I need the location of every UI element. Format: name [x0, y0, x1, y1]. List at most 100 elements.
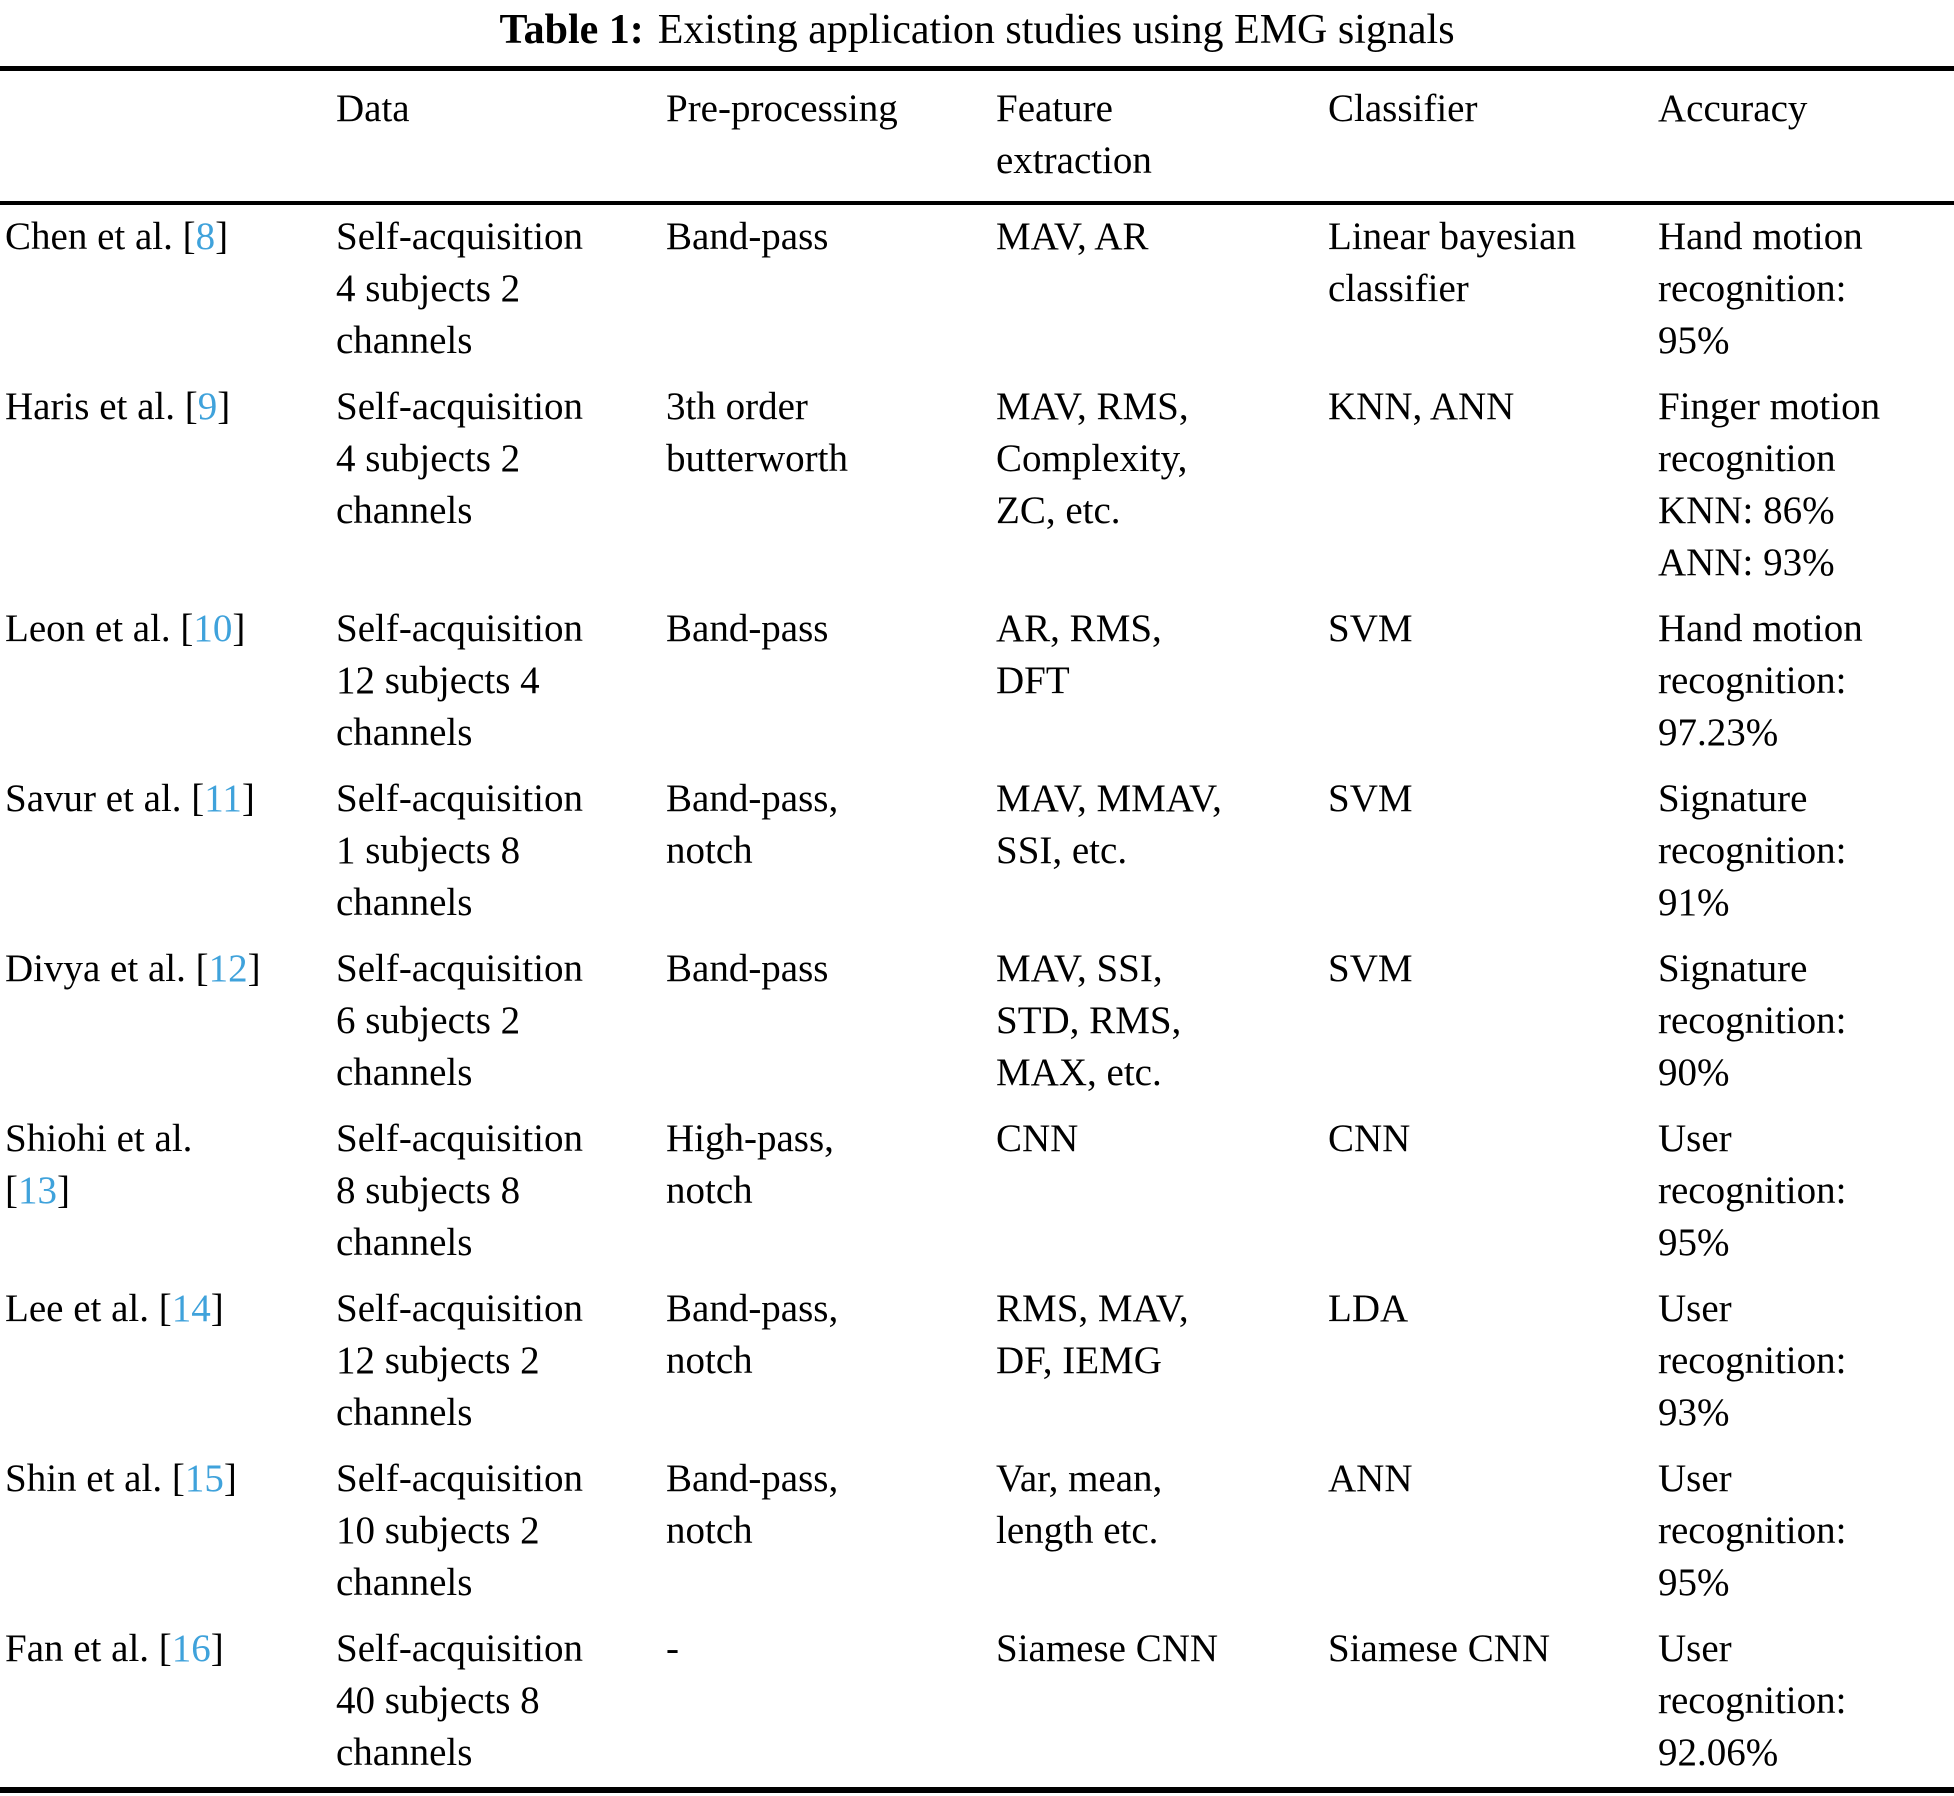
study-suffix: ]	[210, 1287, 224, 1330]
data-cell: Self-acquisition 4 subjects 2 channels	[336, 385, 583, 532]
accuracy-cell: Signature recognition: 91%	[1658, 777, 1847, 924]
preprocessing-cell: Band-pass, notch	[666, 777, 839, 872]
col-header-study	[0, 69, 336, 204]
table-row: Haris et al. [9] Self-acquisition 4 subje…	[0, 375, 1954, 597]
features-cell: AR, RMS, DFT	[996, 607, 1162, 702]
classifier-cell: KNN, ANN	[1328, 385, 1515, 428]
study-name: Divya et al. [	[5, 947, 209, 990]
features-cell: RMS, MAV, DF, IEMG	[996, 1287, 1189, 1382]
features-cell: MAV, AR	[996, 215, 1149, 258]
classifier-cell: Siamese CNN	[1328, 1627, 1551, 1670]
header-row: Data Pre-processing Feature extraction Clas…	[0, 69, 1954, 204]
table-row: Leon et al. [10] Self-acquisition 12 subj…	[0, 597, 1954, 767]
classifier-cell: CNN	[1328, 1117, 1411, 1160]
study-name: Chen et al. [	[5, 215, 196, 258]
table-row: Divya et al. [12] Self-acquisition 6 subj…	[0, 937, 1954, 1107]
features-cell: MAV, MMAV, SSI, etc.	[996, 777, 1222, 872]
table-row: Lee et al. [14] Self-acquisition 12 subje…	[0, 1277, 1954, 1447]
study-cell: Chen et al. [8]	[0, 203, 336, 375]
classifier-cell: LDA	[1328, 1287, 1409, 1330]
citation-link[interactable]: 11	[204, 777, 242, 820]
citation-link[interactable]: 10	[193, 607, 233, 650]
study-name: Fan et al. [	[5, 1627, 172, 1670]
features-cell: MAV, SSI, STD, RMS, MAX, etc.	[996, 947, 1182, 1094]
study-name: Lee et al. [	[5, 1287, 172, 1330]
col-header-classifier: Classifier	[1328, 87, 1478, 130]
preprocessing-cell: Band-pass, notch	[666, 1457, 839, 1552]
features-cell: CNN	[996, 1117, 1079, 1160]
study-suffix: ]	[241, 777, 255, 820]
accuracy-cell: Finger motion recognition KNN: 86% ANN: …	[1658, 385, 1881, 584]
emg-studies-table: Data Pre-processing Feature extraction Clas…	[0, 66, 1954, 1793]
col-header-accuracy: Accuracy	[1658, 87, 1808, 130]
citation-link[interactable]: 8	[195, 215, 216, 258]
preprocessing-cell: -	[666, 1627, 679, 1670]
table-row: Shin et al. [15] Self-acquisition 10 subj…	[0, 1447, 1954, 1617]
data-cell: Self-acquisition 1 subjects 8 channels	[336, 777, 583, 924]
classifier-cell: ANN	[1328, 1457, 1413, 1500]
classifier-cell: Linear bayesian classifier	[1328, 215, 1576, 310]
col-header-data: Data	[336, 87, 410, 130]
citation-link[interactable]: 16	[171, 1627, 211, 1670]
data-cell: Self-acquisition 12 subjects 2 channels	[336, 1287, 583, 1434]
preprocessing-cell: High-pass, notch	[666, 1117, 834, 1212]
data-cell: Self-acquisition 8 subjects 8 channels	[336, 1117, 583, 1264]
classifier-cell: SVM	[1328, 607, 1413, 650]
table-body: Chen et al. [8] Self-acquisition 4 subjec…	[0, 203, 1954, 1790]
accuracy-cell: User recognition: 95%	[1658, 1457, 1847, 1604]
study-cell: Leon et al. [10]	[0, 597, 336, 767]
study-cell: Fan et al. [16]	[0, 1617, 336, 1790]
table-row: Chen et al. [8] Self-acquisition 4 subjec…	[0, 203, 1954, 375]
study-suffix: ]	[247, 947, 261, 990]
study-cell: Shiohi et al. [13]	[0, 1107, 336, 1277]
table-caption: Table 1: Existing application studies usi…	[0, 0, 1954, 66]
preprocessing-cell: Band-pass	[666, 215, 829, 258]
accuracy-cell: Signature recognition: 90%	[1658, 947, 1847, 1094]
citation-link[interactable]: 14	[171, 1287, 211, 1330]
caption-text: Existing application studies using EMG s…	[657, 7, 1455, 53]
study-name: Haris et al. [	[5, 385, 198, 428]
preprocessing-cell: Band-pass	[666, 607, 829, 650]
accuracy-cell: Hand motion recognition: 97.23%	[1658, 607, 1863, 754]
study-name: Shin et al. [	[5, 1457, 185, 1500]
study-suffix: ]	[57, 1169, 70, 1212]
col-header-feature-extraction: Feature extraction	[996, 87, 1152, 182]
classifier-cell: SVM	[1328, 947, 1413, 990]
accuracy-cell: Hand motion recognition: 95%	[1658, 215, 1863, 362]
table-row: Shiohi et al. [13] Self-acquisition 8 sub…	[0, 1107, 1954, 1277]
study-cell: Shin et al. [15]	[0, 1447, 336, 1617]
study-name: Shiohi et al. [	[5, 1117, 193, 1212]
features-cell: MAV, RMS, Complexity, ZC, etc.	[996, 385, 1189, 532]
preprocessing-cell: 3th order butterworth	[666, 385, 848, 480]
study-cell: Savur et al. [11]	[0, 767, 336, 937]
features-cell: Siamese CNN	[996, 1627, 1219, 1670]
accuracy-cell: User recognition: 93%	[1658, 1287, 1847, 1434]
col-header-preprocessing: Pre-processing	[666, 87, 898, 130]
preprocessing-cell: Band-pass	[666, 947, 829, 990]
study-cell: Divya et al. [12]	[0, 937, 336, 1107]
table-row: Savur et al. [11] Self-acquisition 1 subj…	[0, 767, 1954, 937]
study-suffix: ]	[223, 1457, 237, 1500]
table-row: Fan et al. [16] Self-acquisition 40 subje…	[0, 1617, 1954, 1790]
accuracy-cell: User recognition: 92.06%	[1658, 1627, 1847, 1774]
citation-link[interactable]: 9	[197, 385, 218, 428]
citation-link[interactable]: 13	[18, 1169, 57, 1212]
study-name: Savur et al. [	[5, 777, 205, 820]
citation-link[interactable]: 12	[208, 947, 248, 990]
classifier-cell: SVM	[1328, 777, 1413, 820]
caption-label: Table 1:	[499, 7, 644, 53]
data-cell: Self-acquisition 40 subjects 8 channels	[336, 1627, 583, 1774]
data-cell: Self-acquisition 6 subjects 2 channels	[336, 947, 583, 1094]
features-cell: Var, mean, length etc.	[996, 1457, 1163, 1552]
study-cell: Lee et al. [14]	[0, 1277, 336, 1447]
citation-link[interactable]: 15	[184, 1457, 224, 1500]
study-cell: Haris et al. [9]	[0, 375, 336, 597]
study-suffix: ]	[217, 385, 231, 428]
preprocessing-cell: Band-pass, notch	[666, 1287, 839, 1382]
study-name: Leon et al. [	[5, 607, 194, 650]
data-cell: Self-acquisition 12 subjects 4 channels	[336, 607, 583, 754]
study-suffix: ]	[215, 215, 229, 258]
data-cell: Self-acquisition 4 subjects 2 channels	[336, 215, 583, 362]
accuracy-cell: User recognition: 95%	[1658, 1117, 1847, 1264]
study-suffix: ]	[232, 607, 246, 650]
